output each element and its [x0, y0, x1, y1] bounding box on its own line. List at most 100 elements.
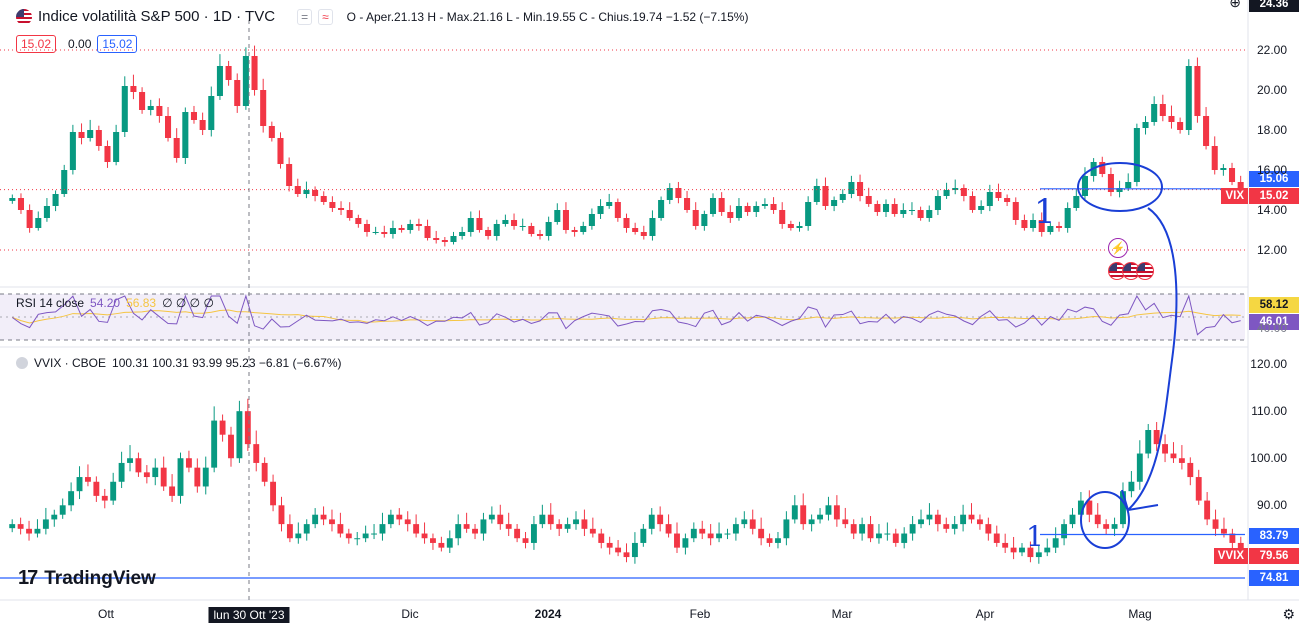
vvix-candle-body [9, 524, 16, 529]
vix-candle-body [485, 230, 492, 236]
vvix-candle-body [657, 514, 664, 525]
vvix-candle-body [1187, 462, 1194, 478]
vix-candle-body [121, 86, 128, 132]
vvix-candle-body [463, 524, 470, 529]
tradingview-logo[interactable]: 17 TradingView [18, 567, 156, 589]
vix-candle-body [1211, 146, 1218, 170]
vix-candle-body [952, 188, 959, 190]
vix-candle-body [43, 206, 50, 218]
y-tick-label: 16.00 [1256, 163, 1287, 177]
vvix-candle-body [152, 467, 159, 478]
vix-candle-body [1038, 220, 1045, 232]
vix-candle-body [978, 206, 985, 210]
vvix-candle-body [808, 519, 815, 525]
vix-candle-body [770, 204, 777, 210]
vvix-label[interactable]: VVIX · CBOE [34, 356, 107, 370]
vix-candle-body [1004, 198, 1011, 202]
rsi-value: 54.20 [90, 296, 121, 310]
y-tick-label: 90.00 [1256, 498, 1287, 513]
vix-candle-body [424, 226, 431, 238]
y-tick-label: 110.00 [1251, 404, 1287, 419]
vix-candle-body [632, 228, 639, 232]
waves-icon[interactable]: ≈ [318, 8, 333, 25]
vix-candle-body [779, 210, 786, 224]
vvix-candle-body [1229, 533, 1236, 543]
vvix-candle-body [185, 458, 192, 468]
vix-candle-body [727, 212, 734, 218]
vix-candle-body [69, 132, 76, 170]
vix-candle-body [26, 210, 33, 228]
vix-candle-body [1107, 174, 1114, 192]
vvix-candle-body [413, 524, 420, 534]
vix-candle-body [363, 224, 371, 232]
vix-candle-body [519, 226, 526, 227]
vvix-candle-body [1027, 547, 1034, 558]
vvix-candle-body [135, 458, 142, 473]
vvix-line-tag: 83.79 [1249, 528, 1299, 544]
y-tick-label: 100.00 [1250, 451, 1287, 466]
vvix-candle-body [396, 514, 403, 520]
settings-gear-icon[interactable]: ⚙ [1282, 606, 1295, 622]
vvix-logo-icon [16, 357, 28, 369]
vvix-candle-body [741, 519, 748, 525]
vvix-candle-body [17, 524, 24, 529]
plus-icon[interactable]: ⊕ [1229, 0, 1241, 10]
ask-box[interactable]: 15.02 [97, 35, 138, 53]
symbol-title[interactable]: Indice volatilità S&P 500 · 1D · TVC [38, 8, 276, 25]
vix-candle-body [415, 224, 422, 226]
vvix-candle-body [101, 495, 108, 501]
vvix-candle-body [901, 533, 908, 543]
vvix-candle-body [960, 514, 967, 525]
vvix-ohlc: 100.31 100.31 93.99 95.23 −6.81 (−6.67%) [112, 356, 342, 370]
vix-candle-body [588, 214, 595, 226]
vix-candle-body [286, 164, 293, 186]
vix-candle-body [1047, 226, 1054, 232]
vix-candle-body [787, 224, 794, 228]
vvix-candle-body [421, 533, 428, 539]
vvix-candle-body [312, 514, 319, 525]
vvix-candle-body [1136, 453, 1143, 482]
vvix-candle-body [1212, 519, 1219, 529]
vvix-candle-body [472, 528, 478, 534]
lightning-event-icon[interactable]: ⚡ [1108, 238, 1128, 258]
rsi-label[interactable]: RSI 14 close [16, 296, 85, 310]
vix-candle-body [303, 190, 310, 194]
vix-candle-body [960, 188, 967, 196]
vix-candle-body [1185, 66, 1192, 130]
vix-symbol-tag: VIX [1221, 188, 1248, 204]
us-flag-icon [16, 8, 32, 25]
rsi-band [0, 294, 1245, 340]
vvix-candle-body [59, 505, 66, 515]
vix-candle-body [61, 170, 68, 194]
vvix-candle-body [783, 519, 790, 539]
vvix-candle-body [480, 519, 487, 534]
vvix-candle-body [127, 458, 133, 463]
vix-candle-body [718, 198, 725, 212]
vix-candle-body [995, 192, 1002, 198]
vvix-candle-body [892, 533, 899, 543]
vvix-candle-body [1019, 547, 1025, 553]
vvix-candle-body [169, 486, 176, 496]
vix-candle-body [277, 138, 284, 164]
vvix-candle-body [859, 524, 866, 534]
vix-candle-body [1030, 220, 1037, 228]
vvix-candle-body [690, 528, 697, 539]
vvix-candle-body [833, 505, 840, 520]
vvix-candle-body [1221, 528, 1227, 534]
compare-icon[interactable]: = [297, 8, 313, 25]
vix-candle-body [433, 238, 440, 240]
vvix-candle-body [1035, 552, 1042, 558]
vix-candle-body [649, 218, 656, 236]
vix-candle-body [1194, 66, 1201, 116]
economic-event-icons[interactable] [1108, 262, 1160, 280]
vix-candle-body [1116, 188, 1123, 192]
vvix-candle-body [825, 505, 832, 515]
bid-box[interactable]: 15.02 [16, 35, 57, 53]
vvix-candle-body [337, 524, 344, 534]
vvix-candle-body [1002, 542, 1009, 548]
vix-candle-body [917, 210, 924, 218]
vix-line-tag: 15.06 [1249, 171, 1299, 187]
vvix-candle-body [34, 528, 41, 534]
ohlc-readout: O - Aper.21.13 H - Max.21.16 L - Min.19.… [346, 9, 749, 24]
